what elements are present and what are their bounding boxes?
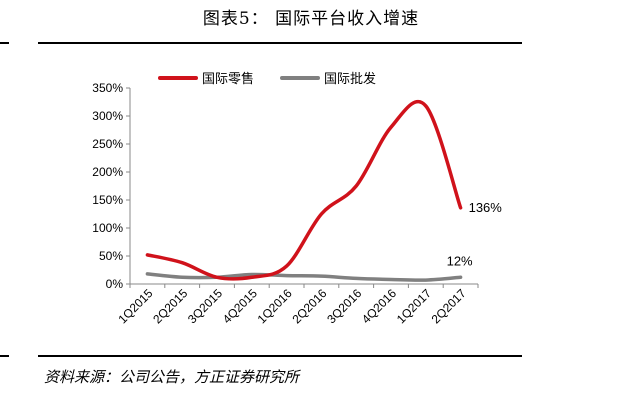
y-tick-label: 50%	[99, 249, 123, 263]
y-tick-label: 200%	[92, 165, 123, 179]
x-tick-label: 3Q2015	[185, 286, 225, 326]
x-tick-label: 4Q2015	[220, 286, 260, 326]
x-tick-label: 1Q2017	[394, 286, 434, 326]
data-label: 12%	[447, 253, 473, 268]
legend-label: 国际零售	[202, 71, 254, 87]
x-tick-label: 4Q2016	[359, 286, 399, 326]
data-label: 136%	[469, 200, 503, 215]
x-tick-label: 1Q2015	[115, 286, 155, 326]
y-tick-label: 0%	[106, 277, 124, 291]
source-rule	[38, 355, 522, 357]
y-tick-label: 150%	[92, 193, 123, 207]
x-tick-label: 2Q2016	[289, 286, 329, 326]
source-note: 资料来源：公司公告，方正证券研究所	[44, 368, 300, 386]
chart-series: 136% 12%	[145, 99, 503, 282]
figure-title: 图表5： 国际平台收入增速	[202, 9, 420, 29]
y-tick-label: 250%	[92, 137, 123, 151]
x-tick-label: 2Q2017	[429, 286, 469, 326]
series-line	[145, 272, 463, 282]
x-tick-label: 2Q2015	[150, 286, 190, 326]
x-tick-label: 3Q2016	[324, 286, 364, 326]
series-line	[145, 99, 463, 281]
title-underline	[38, 42, 522, 44]
y-tick-label: 300%	[92, 109, 123, 123]
chart-legend: 国际零售 国际批发	[158, 71, 376, 87]
y-tick-label: 100%	[92, 221, 123, 235]
legend-label: 国际批发	[324, 71, 376, 87]
x-tick-label: 1Q2016	[255, 286, 295, 326]
y-tick-label: 350%	[92, 81, 123, 95]
left-rule-bottom	[0, 355, 9, 357]
chart-axes: 0%50%100%150%200%250%300%350%1Q20152Q201…	[92, 81, 479, 326]
left-rule-top	[0, 42, 9, 44]
